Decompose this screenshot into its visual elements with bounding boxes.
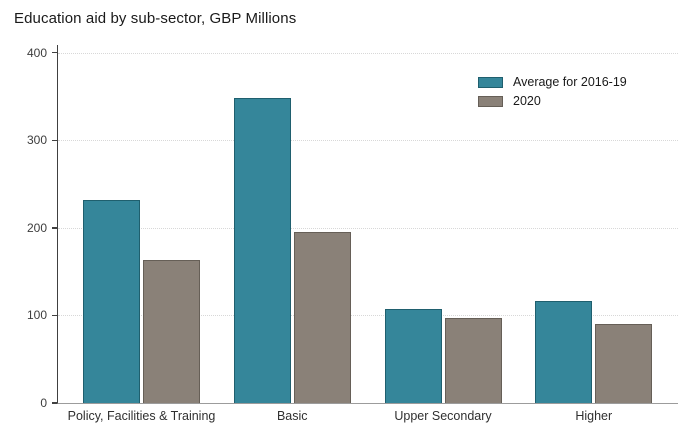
legend-label: 2020 bbox=[513, 94, 541, 109]
y-axis-tick-label: 300 bbox=[26, 133, 47, 148]
legend-swatch-2020 bbox=[478, 96, 503, 107]
legend-item: 2020 bbox=[478, 92, 627, 111]
bar-avg-2016-19 bbox=[233, 98, 291, 403]
bar-avg-2016-19 bbox=[535, 301, 593, 403]
bar-2020 bbox=[293, 232, 351, 403]
y-axis-tick bbox=[51, 51, 57, 54]
gridline bbox=[58, 52, 678, 54]
plot-area: 0 100 200 300 400 Policy, Facilities & Traini… bbox=[27, 45, 678, 422]
gridline bbox=[58, 140, 678, 142]
y-axis-tick-label: 400 bbox=[26, 45, 47, 60]
y-axis-tick bbox=[51, 314, 57, 317]
y-axis-tick bbox=[51, 139, 57, 142]
legend-label: Average for 2016-19 bbox=[513, 75, 627, 90]
gridline bbox=[58, 227, 678, 229]
y-axis-tick-label: 0 bbox=[40, 396, 47, 410]
x-category-label: Basic bbox=[276, 409, 308, 423]
bar-avg-2016-19 bbox=[83, 199, 140, 403]
bar-avg-2016-19 bbox=[384, 309, 442, 403]
gridline bbox=[58, 315, 678, 317]
y-axis-tick-label: 100 bbox=[26, 308, 47, 323]
y-axis-tick bbox=[51, 402, 57, 404]
bar-2020 bbox=[595, 324, 653, 403]
x-category-label: Upper Secondary bbox=[394, 409, 492, 423]
legend-item: Average for 2016-19 bbox=[478, 73, 627, 92]
y-axis-tick-label: 200 bbox=[26, 220, 47, 235]
legend-swatch-average-2016-19 bbox=[478, 77, 503, 88]
bar-2020 bbox=[444, 318, 502, 403]
x-category-label: Higher bbox=[575, 409, 613, 423]
chart-title: Education aid by sub-sector, GBP Million… bbox=[14, 10, 297, 27]
x-category-label: Policy, Facilities & Training bbox=[67, 409, 216, 423]
bar-2020 bbox=[143, 260, 200, 403]
legend: Average for 2016-19 2020 bbox=[478, 73, 627, 111]
y-axis-tick bbox=[51, 227, 57, 229]
